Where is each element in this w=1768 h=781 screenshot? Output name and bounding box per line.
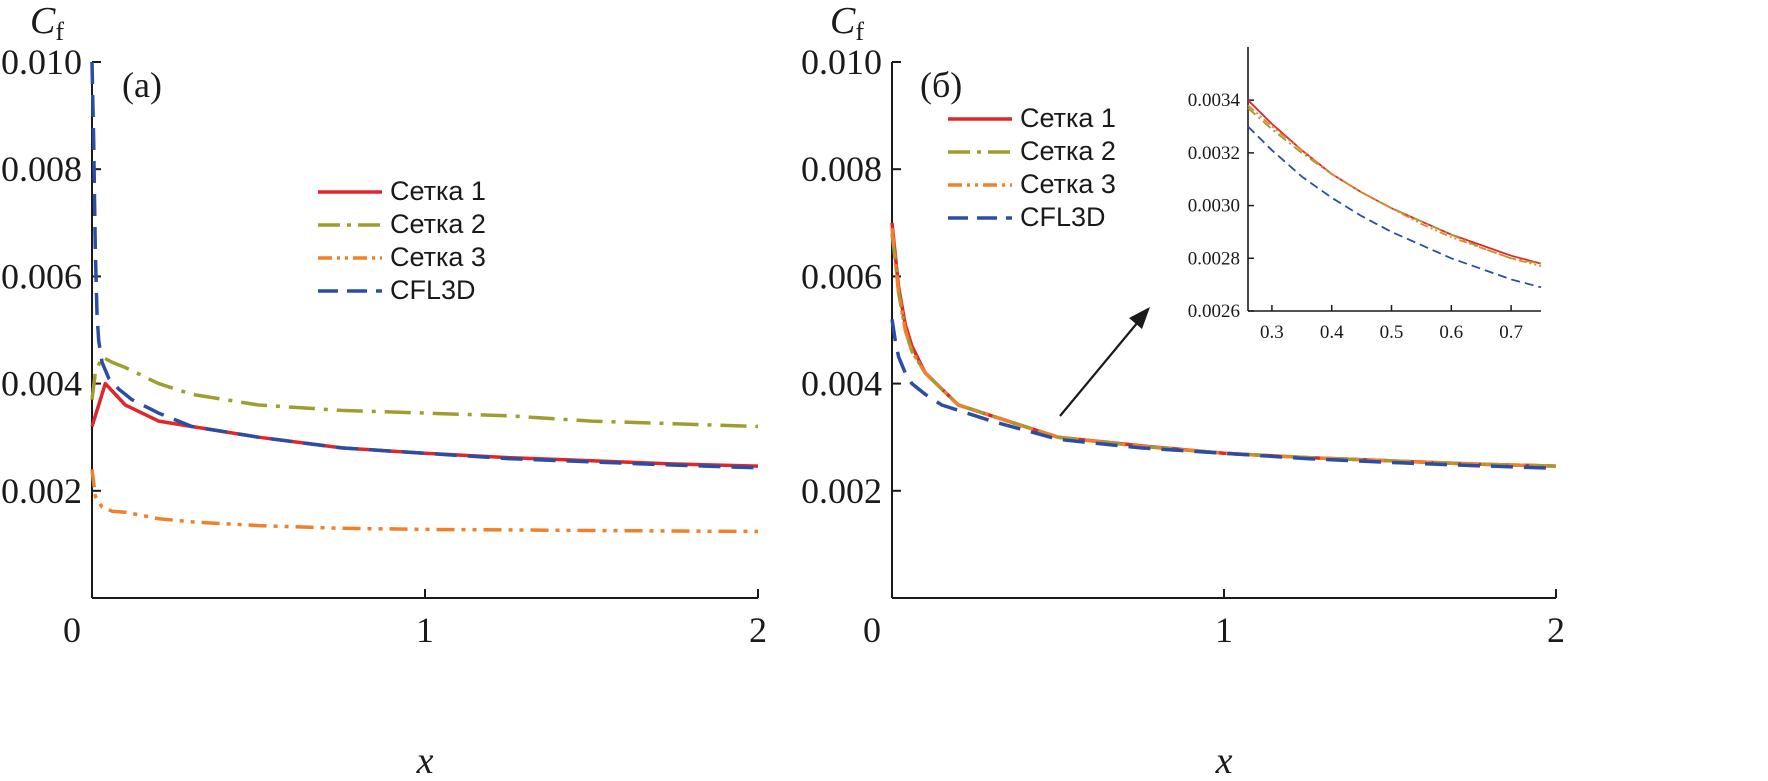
inset-x-tick-label: 0.6 bbox=[1439, 322, 1463, 343]
inset-x-tick-label: 0.4 bbox=[1320, 322, 1344, 343]
legend-entry-setka3: Сетка 3 bbox=[1020, 169, 1116, 199]
y-tick-label: 0.010 bbox=[801, 42, 882, 82]
y-axis-label-main: C bbox=[30, 0, 56, 42]
legend-entry-cfl3d: CFL3D bbox=[1020, 202, 1106, 232]
inset-x-tick-label: 0.7 bbox=[1499, 322, 1523, 343]
panel-b: 0.002 0.004 0.006 0.008 0.010 0 1 2 Cf x (б) Сетка … bbox=[801, 0, 1565, 781]
legend-entry-setka2: Сетка 2 bbox=[390, 209, 486, 239]
annotations bbox=[1059, 307, 1150, 417]
inset-zoom: 0.0026 0.0028 0.0030 0.0032 0.0034 0.3 0.4 0.5 0… bbox=[1188, 47, 1542, 343]
inset-y-tick-label: 0.0030 bbox=[1188, 196, 1240, 217]
x-tick-label: 1 bbox=[1215, 610, 1233, 650]
y-axis-label-main: C bbox=[830, 0, 856, 42]
panel-a: 0.002 0.004 0.006 0.008 0.010 0 1 2 Cf x (a) Сетка … bbox=[1, 0, 767, 781]
inset-series-line-setka2 bbox=[1247, 107, 1542, 265]
y-tick-label: 0.002 bbox=[1, 471, 82, 511]
y-tick-label: 0.002 bbox=[801, 471, 882, 511]
x-tick-label: 1 bbox=[416, 610, 434, 650]
y-axis-label: Cf bbox=[30, 0, 64, 46]
legend-entry-setka1: Сетка 1 bbox=[390, 176, 486, 206]
legend-entry-cfl3d: CFL3D bbox=[390, 275, 476, 305]
y-tick-label: 0.006 bbox=[1, 256, 82, 296]
panel-label: (б) bbox=[920, 65, 962, 105]
y-tick-label: 0.010 bbox=[1, 42, 82, 82]
y-tick-label: 0.004 bbox=[1, 364, 82, 404]
legend-entry-setka1: Сетка 1 bbox=[1020, 103, 1116, 133]
inset-y-tick-label: 0.0028 bbox=[1188, 248, 1240, 269]
y-axis-label: Cf bbox=[830, 0, 864, 46]
series-line-cfl3d bbox=[90, 61, 759, 470]
legend-entry-setka2: Сетка 2 bbox=[1020, 136, 1116, 166]
series-line-setka3 bbox=[890, 228, 1557, 468]
legend-entry-setka3: Сетка 3 bbox=[390, 242, 486, 272]
y-tick-label: 0.004 bbox=[801, 364, 882, 404]
y-tick-label: 0.006 bbox=[801, 256, 882, 296]
inset-x-tick-label: 0.3 bbox=[1260, 322, 1284, 343]
series-line-cfl3d bbox=[890, 319, 1557, 471]
inset-series-line-setka3 bbox=[1247, 104, 1542, 268]
inset-x-tick-label: 0.5 bbox=[1380, 322, 1404, 343]
x-tick-label: 2 bbox=[1547, 610, 1565, 650]
inset-y-tick-label: 0.0026 bbox=[1188, 301, 1240, 322]
y-axis-label-sub: f bbox=[55, 17, 64, 46]
x-axis-label: x bbox=[416, 740, 434, 781]
y-tick-label: 0.008 bbox=[801, 149, 882, 189]
panel-label: (a) bbox=[122, 65, 162, 105]
inset-series-line-cfl3d bbox=[1247, 125, 1542, 289]
zoom-arrow-shaft bbox=[1059, 321, 1139, 417]
zoom-arrow-head bbox=[1129, 307, 1150, 329]
y-tick-label: 0.008 bbox=[1, 149, 82, 189]
inset-y-tick-label: 0.0034 bbox=[1188, 90, 1241, 111]
x-tick-label: 0 bbox=[863, 610, 881, 650]
y-axis-label-sub: f bbox=[855, 17, 864, 46]
x-tick-label: 0 bbox=[63, 610, 81, 650]
inset-series-line-setka1 bbox=[1247, 99, 1542, 265]
series-line-setka3 bbox=[90, 469, 759, 534]
series-line-setka2 bbox=[90, 355, 759, 429]
x-axis-label: x bbox=[1215, 740, 1233, 781]
inset-y-tick-label: 0.0032 bbox=[1188, 143, 1240, 164]
x-tick-label: 2 bbox=[749, 610, 767, 650]
